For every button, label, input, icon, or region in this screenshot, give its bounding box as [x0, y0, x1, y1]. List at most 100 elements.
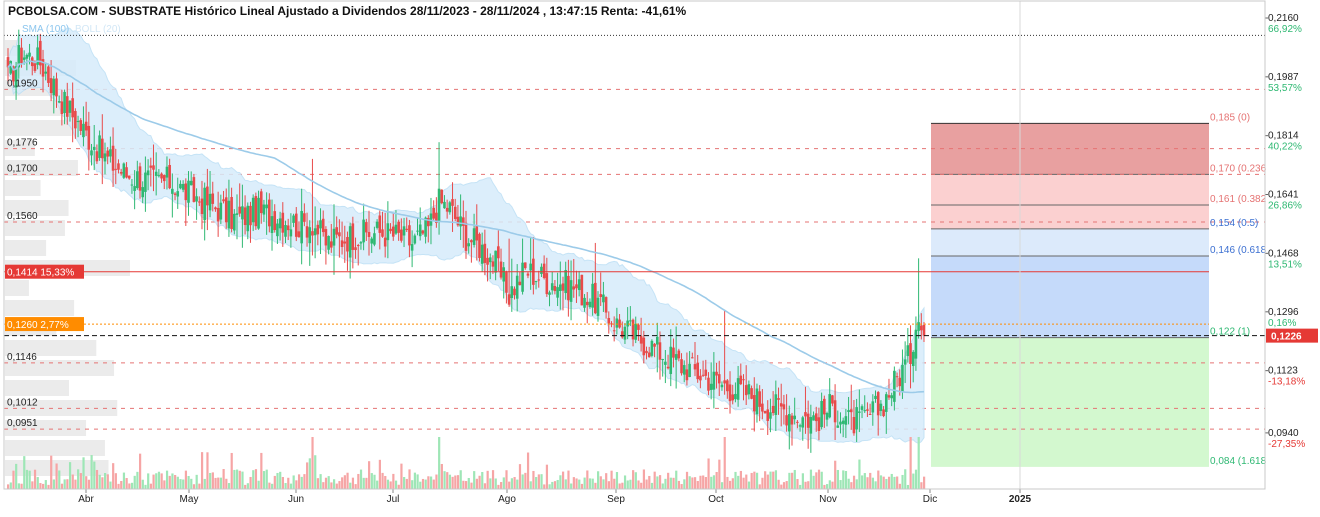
candle-body [313, 228, 317, 236]
candle-body [777, 398, 780, 400]
candle-body [744, 385, 748, 396]
candle-body [98, 135, 101, 158]
candle-body [95, 151, 99, 162]
volume-bar [233, 469, 236, 489]
volume-bar [23, 456, 26, 489]
fib-label: 0,161 (0.382 [1210, 194, 1267, 205]
volume-bar [675, 470, 678, 489]
candle-body [55, 78, 58, 97]
volume-bar [160, 473, 163, 489]
x-tick-label: Jul [387, 494, 400, 505]
volume-profile-bar [5, 300, 75, 316]
volume-bar [171, 473, 174, 489]
time-axis: Abr May Jun Jul Ago Sep Oct Nov Dic 2025 [78, 1, 1032, 505]
x-tick-label: Abr [78, 494, 94, 505]
candle-body [505, 272, 508, 293]
volume-bar [308, 458, 311, 489]
candle-body [359, 242, 363, 244]
candle-body [755, 388, 759, 415]
volume-bar [817, 469, 821, 489]
volume-bar [680, 484, 683, 489]
candle-body [227, 200, 231, 229]
volume-bar [718, 459, 721, 489]
candle-body [723, 380, 726, 384]
volume-bar [588, 478, 592, 489]
fib-zone [931, 337, 1209, 467]
volume-bar [739, 470, 742, 489]
candle-body [664, 361, 667, 365]
volume-bar [254, 469, 258, 489]
volume-bar [443, 471, 446, 489]
volume-bar [640, 482, 643, 489]
candle-body [553, 286, 557, 292]
volume-bar [809, 469, 813, 489]
volume-bar [764, 471, 767, 489]
volume-bar [432, 479, 435, 489]
reference-label: 0,1260 2,77% [7, 320, 69, 331]
volume-bar [268, 482, 271, 489]
volume-bar [702, 475, 705, 489]
candle-body [28, 52, 31, 57]
volume-bar [526, 452, 530, 489]
candle-body [394, 224, 398, 234]
volume-bar [125, 478, 128, 489]
volume-bar [427, 476, 430, 489]
candle-body [429, 213, 433, 226]
volume-bar [521, 474, 524, 489]
candle-body [911, 351, 915, 367]
candle-body [157, 175, 161, 177]
volume-bar [303, 474, 306, 489]
candle-body [491, 261, 495, 267]
candle-body [136, 171, 139, 189]
volume-bar [871, 477, 875, 489]
candle-body [691, 357, 694, 359]
candle-body [203, 187, 206, 221]
candle-body [426, 217, 430, 227]
volume-bar [225, 478, 228, 489]
candle-body [898, 377, 902, 387]
volume-bar [723, 437, 726, 489]
candle-body [367, 231, 371, 237]
volume-bar [85, 476, 88, 489]
left-level-labels: 0,1950 0,1776 0,1700 0,1560 0,1146 0,1012 0,09… [5, 78, 84, 429]
volume-bar [489, 478, 492, 489]
candle-body [416, 230, 419, 232]
candle-body [806, 413, 810, 428]
volume-bar [591, 478, 594, 489]
candle-body [752, 395, 756, 412]
volume-bar [165, 470, 169, 489]
title-background [5, 3, 637, 19]
candle-body [890, 395, 893, 399]
volume-bar [524, 472, 527, 489]
volume-bar [893, 476, 896, 489]
candle-body [558, 284, 562, 292]
volume-profile-bar [5, 280, 29, 296]
volume-bar [494, 478, 497, 489]
volume-bar [36, 477, 39, 489]
volume-bar [343, 475, 346, 489]
volume-bar [844, 470, 848, 489]
candle-body [92, 146, 96, 150]
candle-body [653, 343, 656, 347]
candle-body [348, 226, 352, 258]
x-tick-label: Jun [288, 494, 304, 505]
candle-body [383, 237, 387, 247]
candle-body [542, 263, 546, 279]
x-tick-label: Dic [923, 494, 937, 505]
reference-badge [5, 317, 84, 332]
volume-bar [885, 478, 888, 489]
volume-bar [373, 474, 376, 489]
candle-body [233, 213, 236, 231]
candle-body [833, 400, 837, 423]
candle-body [594, 282, 597, 314]
candle-body [316, 224, 320, 235]
volume-bar [456, 475, 460, 489]
volume-bar [370, 473, 373, 489]
volume-bar [276, 472, 279, 489]
candle-body [572, 286, 576, 290]
volume-bar [607, 481, 610, 489]
candle-body [849, 409, 853, 413]
candle-body [362, 219, 365, 243]
volume-bar [58, 470, 61, 489]
